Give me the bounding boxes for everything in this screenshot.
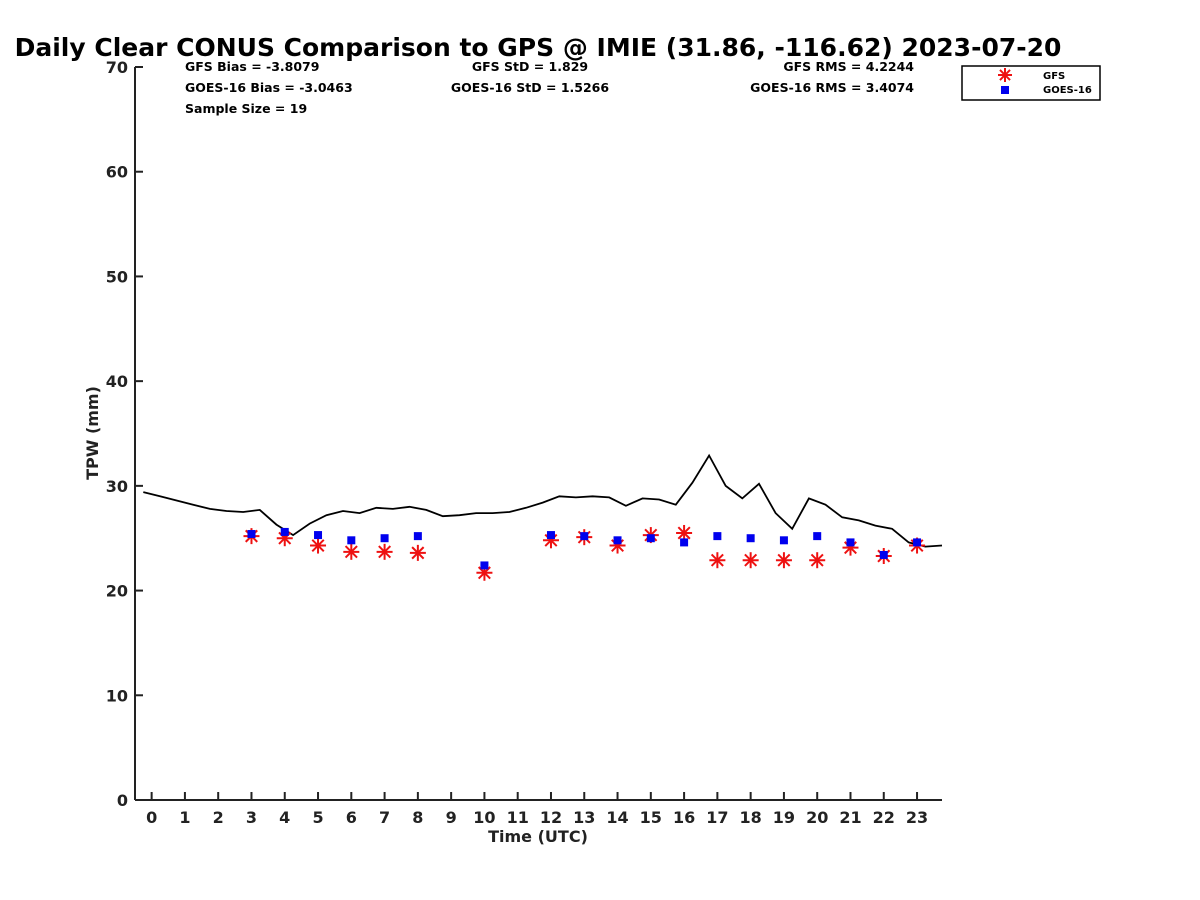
goes16-point — [546, 531, 555, 540]
x-tick-label: 11 — [507, 808, 529, 827]
goes16-point — [813, 532, 822, 541]
goes16-point — [480, 561, 489, 570]
x-tick-label: 12 — [540, 808, 562, 827]
gfs-point — [310, 537, 327, 554]
gfs-point — [809, 552, 826, 569]
stat-goes16-rms: GOES-16 RMS = 3.4074 — [750, 80, 914, 95]
legend-goes16-label: GOES-16 — [1043, 85, 1092, 96]
y-axis-label: TPW (mm) — [83, 386, 102, 480]
y-tick-label: 20 — [106, 582, 128, 601]
gfs-point — [676, 524, 693, 541]
x-tick-label: 13 — [573, 808, 595, 827]
legend-gfs-asterisk — [998, 68, 1012, 82]
x-tick-label: 14 — [606, 808, 628, 827]
gfs-point — [409, 544, 426, 561]
y-tick-label: 50 — [106, 267, 128, 286]
x-tick-label: 10 — [473, 808, 495, 827]
y-tick-label: 70 — [106, 58, 128, 77]
y-tick-label: 60 — [106, 163, 128, 182]
x-tick-label: 16 — [673, 808, 695, 827]
x-tick-label: 4 — [279, 808, 290, 827]
x-tick-label: 1 — [179, 808, 190, 827]
x-tick-label: 18 — [740, 808, 762, 827]
gfs-point — [742, 552, 759, 569]
gfs-point — [775, 552, 792, 569]
stat-sample-size: Sample Size = 19 — [185, 101, 307, 116]
goes16-point — [846, 538, 855, 547]
goes16-point — [247, 530, 256, 539]
goes16-point — [746, 534, 755, 543]
goes16-point — [280, 527, 289, 536]
goes16-point — [413, 532, 422, 541]
goes16-point — [380, 534, 389, 543]
x-axis-ticks: 0 1 2 3 4 5 6 7 8 9 10 11 12 13 14 15 16 17 18 19 20 21 22 23 — [146, 792, 928, 827]
goes16-point — [646, 534, 655, 543]
gfs-point — [376, 543, 393, 560]
y-axis-ticks: 0 10 20 30 40 50 60 70 — [106, 58, 143, 810]
goes16-point — [580, 532, 589, 541]
goes16-point — [613, 536, 622, 545]
x-tick-label: 17 — [706, 808, 728, 827]
gfs-point — [343, 543, 360, 560]
y-tick-label: 0 — [117, 791, 128, 810]
x-tick-label: 9 — [446, 808, 457, 827]
legend-gfs-marker — [998, 68, 1012, 82]
legend-box — [961, 65, 1101, 101]
goes16-point — [779, 536, 788, 545]
stat-gfs-rms: GFS RMS = 4.2244 — [783, 59, 914, 74]
x-tick-label: 3 — [246, 808, 257, 827]
gps-line — [143, 453, 943, 548]
goes16-point — [347, 536, 356, 545]
stat-gfs-std: GFS StD = 1.829 — [472, 59, 588, 74]
y-tick-label: 40 — [106, 372, 128, 391]
axes — [134, 67, 942, 801]
goes16-point — [314, 531, 323, 540]
legend-gfs-label: GFS — [1043, 71, 1065, 82]
chart-title: Daily Clear CONUS Comparison to GPS @ IM… — [15, 33, 1062, 62]
x-axis-label: Time (UTC) — [488, 827, 588, 846]
x-tick-label: 19 — [773, 808, 795, 827]
x-tick-label: 21 — [839, 808, 861, 827]
goes16-point — [913, 538, 922, 547]
x-tick-label: 8 — [412, 808, 423, 827]
legend: GFS GOES-16 — [961, 65, 1101, 101]
plot-area — [143, 453, 943, 581]
stat-goes16-std: GOES-16 StD = 1.5266 — [451, 80, 609, 95]
goes16-point — [879, 550, 888, 559]
x-tick-label: 0 — [146, 808, 157, 827]
stat-gfs-bias: GFS Bias = -3.8079 — [185, 59, 319, 74]
x-tick-label: 6 — [346, 808, 357, 827]
x-tick-label: 20 — [806, 808, 828, 827]
legend-goes16-square — [1001, 86, 1009, 94]
x-tick-label: 5 — [312, 808, 323, 827]
x-tick-label: 2 — [213, 808, 224, 827]
gfs-point — [709, 552, 726, 569]
goes16-point — [713, 532, 722, 541]
legend-goes16-marker — [1001, 86, 1009, 94]
stat-goes16-bias: GOES-16 Bias = -3.0463 — [185, 80, 353, 95]
y-tick-label: 30 — [106, 477, 128, 496]
stats-block: GFS Bias = -3.8079 GOES-16 Bias = -3.046… — [185, 59, 914, 116]
x-tick-label: 22 — [873, 808, 895, 827]
y-tick-label: 10 — [106, 686, 128, 705]
goes16-point — [680, 538, 689, 547]
x-tick-label: 23 — [906, 808, 928, 827]
x-tick-label: 15 — [640, 808, 662, 827]
x-tick-label: 7 — [379, 808, 390, 827]
